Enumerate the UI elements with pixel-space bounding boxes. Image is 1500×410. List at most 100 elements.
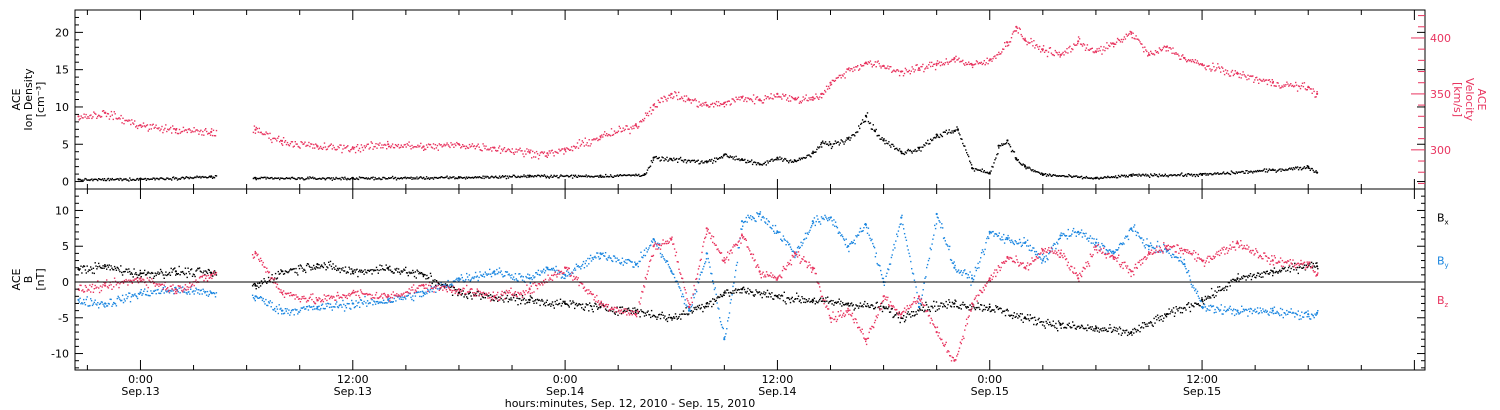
data-point: [1118, 326, 1121, 328]
data-point: [399, 177, 402, 179]
data-point: [955, 55, 957, 58]
data-point: [622, 127, 624, 129]
data-point: [1298, 266, 1300, 269]
data-point: [1204, 295, 1207, 298]
data-point: [618, 174, 620, 177]
data-point: [511, 148, 513, 150]
data-point: [524, 150, 526, 152]
data-point: [263, 300, 265, 303]
data-point: [1057, 175, 1059, 177]
data-point: [714, 300, 716, 302]
data-point: [1189, 59, 1192, 61]
data-point: [312, 176, 314, 178]
data-point: [656, 318, 658, 320]
data-point: [732, 285, 734, 288]
data-point: [497, 177, 499, 179]
data-point: [437, 177, 439, 179]
data-point: [256, 177, 258, 180]
data-point: [742, 225, 744, 227]
data-point: [574, 267, 576, 269]
data-point: [814, 97, 816, 100]
data-point: [147, 178, 149, 180]
data-point: [554, 270, 556, 272]
data-point: [1187, 303, 1189, 305]
data-point: [183, 178, 185, 180]
data-point: [831, 79, 834, 82]
data-point: [214, 175, 217, 177]
data-point: [1087, 49, 1090, 51]
data-point: [930, 138, 932, 140]
data-point: [87, 270, 89, 273]
data-point: [129, 273, 132, 275]
data-point: [466, 177, 469, 179]
data-point: [652, 314, 655, 316]
data-point: [466, 296, 468, 298]
data-point: [839, 303, 841, 305]
data-point: [892, 249, 894, 251]
data-point: [627, 258, 630, 261]
data-point: [383, 176, 385, 179]
data-point: [717, 101, 720, 103]
data-point: [842, 238, 845, 240]
data-point: [89, 179, 91, 182]
data-point: [902, 223, 904, 226]
data-point: [503, 175, 506, 178]
data-point: [337, 306, 340, 309]
data-point: [864, 300, 866, 303]
data-point: [1008, 314, 1010, 316]
data-point: [1255, 170, 1257, 172]
data-point: [582, 308, 585, 310]
data-point: [604, 131, 606, 133]
data-point: [758, 291, 761, 293]
data-point: [649, 245, 651, 247]
data-point: [855, 66, 857, 68]
data-point: [125, 178, 127, 180]
data-point: [863, 62, 866, 65]
data-point: [776, 159, 778, 161]
data-point: [753, 161, 756, 163]
data-point: [1003, 310, 1005, 313]
data-point: [826, 300, 828, 302]
data-point: [481, 293, 483, 296]
data-point: [856, 236, 858, 238]
data-point: [403, 144, 405, 146]
data-point: [353, 306, 356, 309]
data-point: [1008, 144, 1011, 146]
data-point: [95, 178, 97, 180]
data-point: [586, 265, 588, 267]
data-point: [514, 273, 517, 275]
data-point: [835, 77, 837, 79]
data-point: [121, 299, 123, 302]
data-point: [640, 251, 642, 253]
data-point: [1293, 269, 1295, 271]
data-point: [1182, 175, 1184, 177]
data-point: [1108, 327, 1110, 329]
data-point: [1182, 54, 1184, 56]
data-point: [367, 302, 370, 305]
data-point: [364, 295, 366, 298]
data-point: [263, 176, 265, 179]
data-point: [881, 137, 883, 139]
data-point: [888, 306, 890, 308]
data-point: [1206, 65, 1208, 67]
data-point: [349, 178, 351, 181]
data-point: [913, 279, 916, 281]
data-point: [346, 271, 348, 273]
data-point: [1134, 38, 1136, 40]
data-point: [946, 244, 948, 246]
data-point: [187, 176, 189, 179]
data-point: [495, 175, 497, 177]
data-point: [412, 269, 414, 272]
data-point: [632, 125, 634, 127]
data-point: [948, 299, 950, 301]
data-point: [116, 178, 118, 180]
data-point: [275, 278, 278, 280]
data-point: [837, 141, 839, 143]
data-point: [972, 64, 975, 66]
data-point: [891, 254, 893, 256]
data-point: [1110, 331, 1113, 333]
data-point: [1265, 79, 1268, 81]
data-point: [661, 254, 663, 256]
data-point: [1259, 79, 1262, 81]
data-point: [940, 134, 943, 137]
